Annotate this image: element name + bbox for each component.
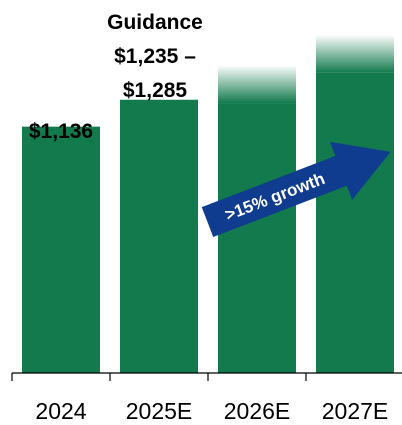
guidance-title: Guidance — [107, 11, 203, 34]
x-tick-label-2026e: 2026E — [224, 398, 291, 424]
guidance-range-high: $1,285 — [123, 79, 188, 102]
bar-2027e — [316, 72, 394, 373]
bar-2026e — [218, 103, 296, 373]
bar-2025e — [120, 99, 198, 374]
x-tick-label-2027e: 2027E — [322, 398, 389, 424]
growth-arrow — [201, 141, 391, 238]
x-axis-ticks: 2024 2025E 2026E 2027E — [11, 373, 389, 424]
bar-2027e-fade — [316, 34, 394, 73]
x-tick-label-2024: 2024 — [35, 398, 86, 424]
bar-2026e-fade — [218, 65, 296, 104]
bar-2024 — [22, 126, 100, 373]
x-tick-label-2025e: 2025E — [126, 398, 193, 424]
bars-layer — [22, 34, 394, 374]
bar-label-2024: $1,136 — [29, 120, 93, 143]
guidance-range-low: $1,235 – — [114, 45, 196, 68]
